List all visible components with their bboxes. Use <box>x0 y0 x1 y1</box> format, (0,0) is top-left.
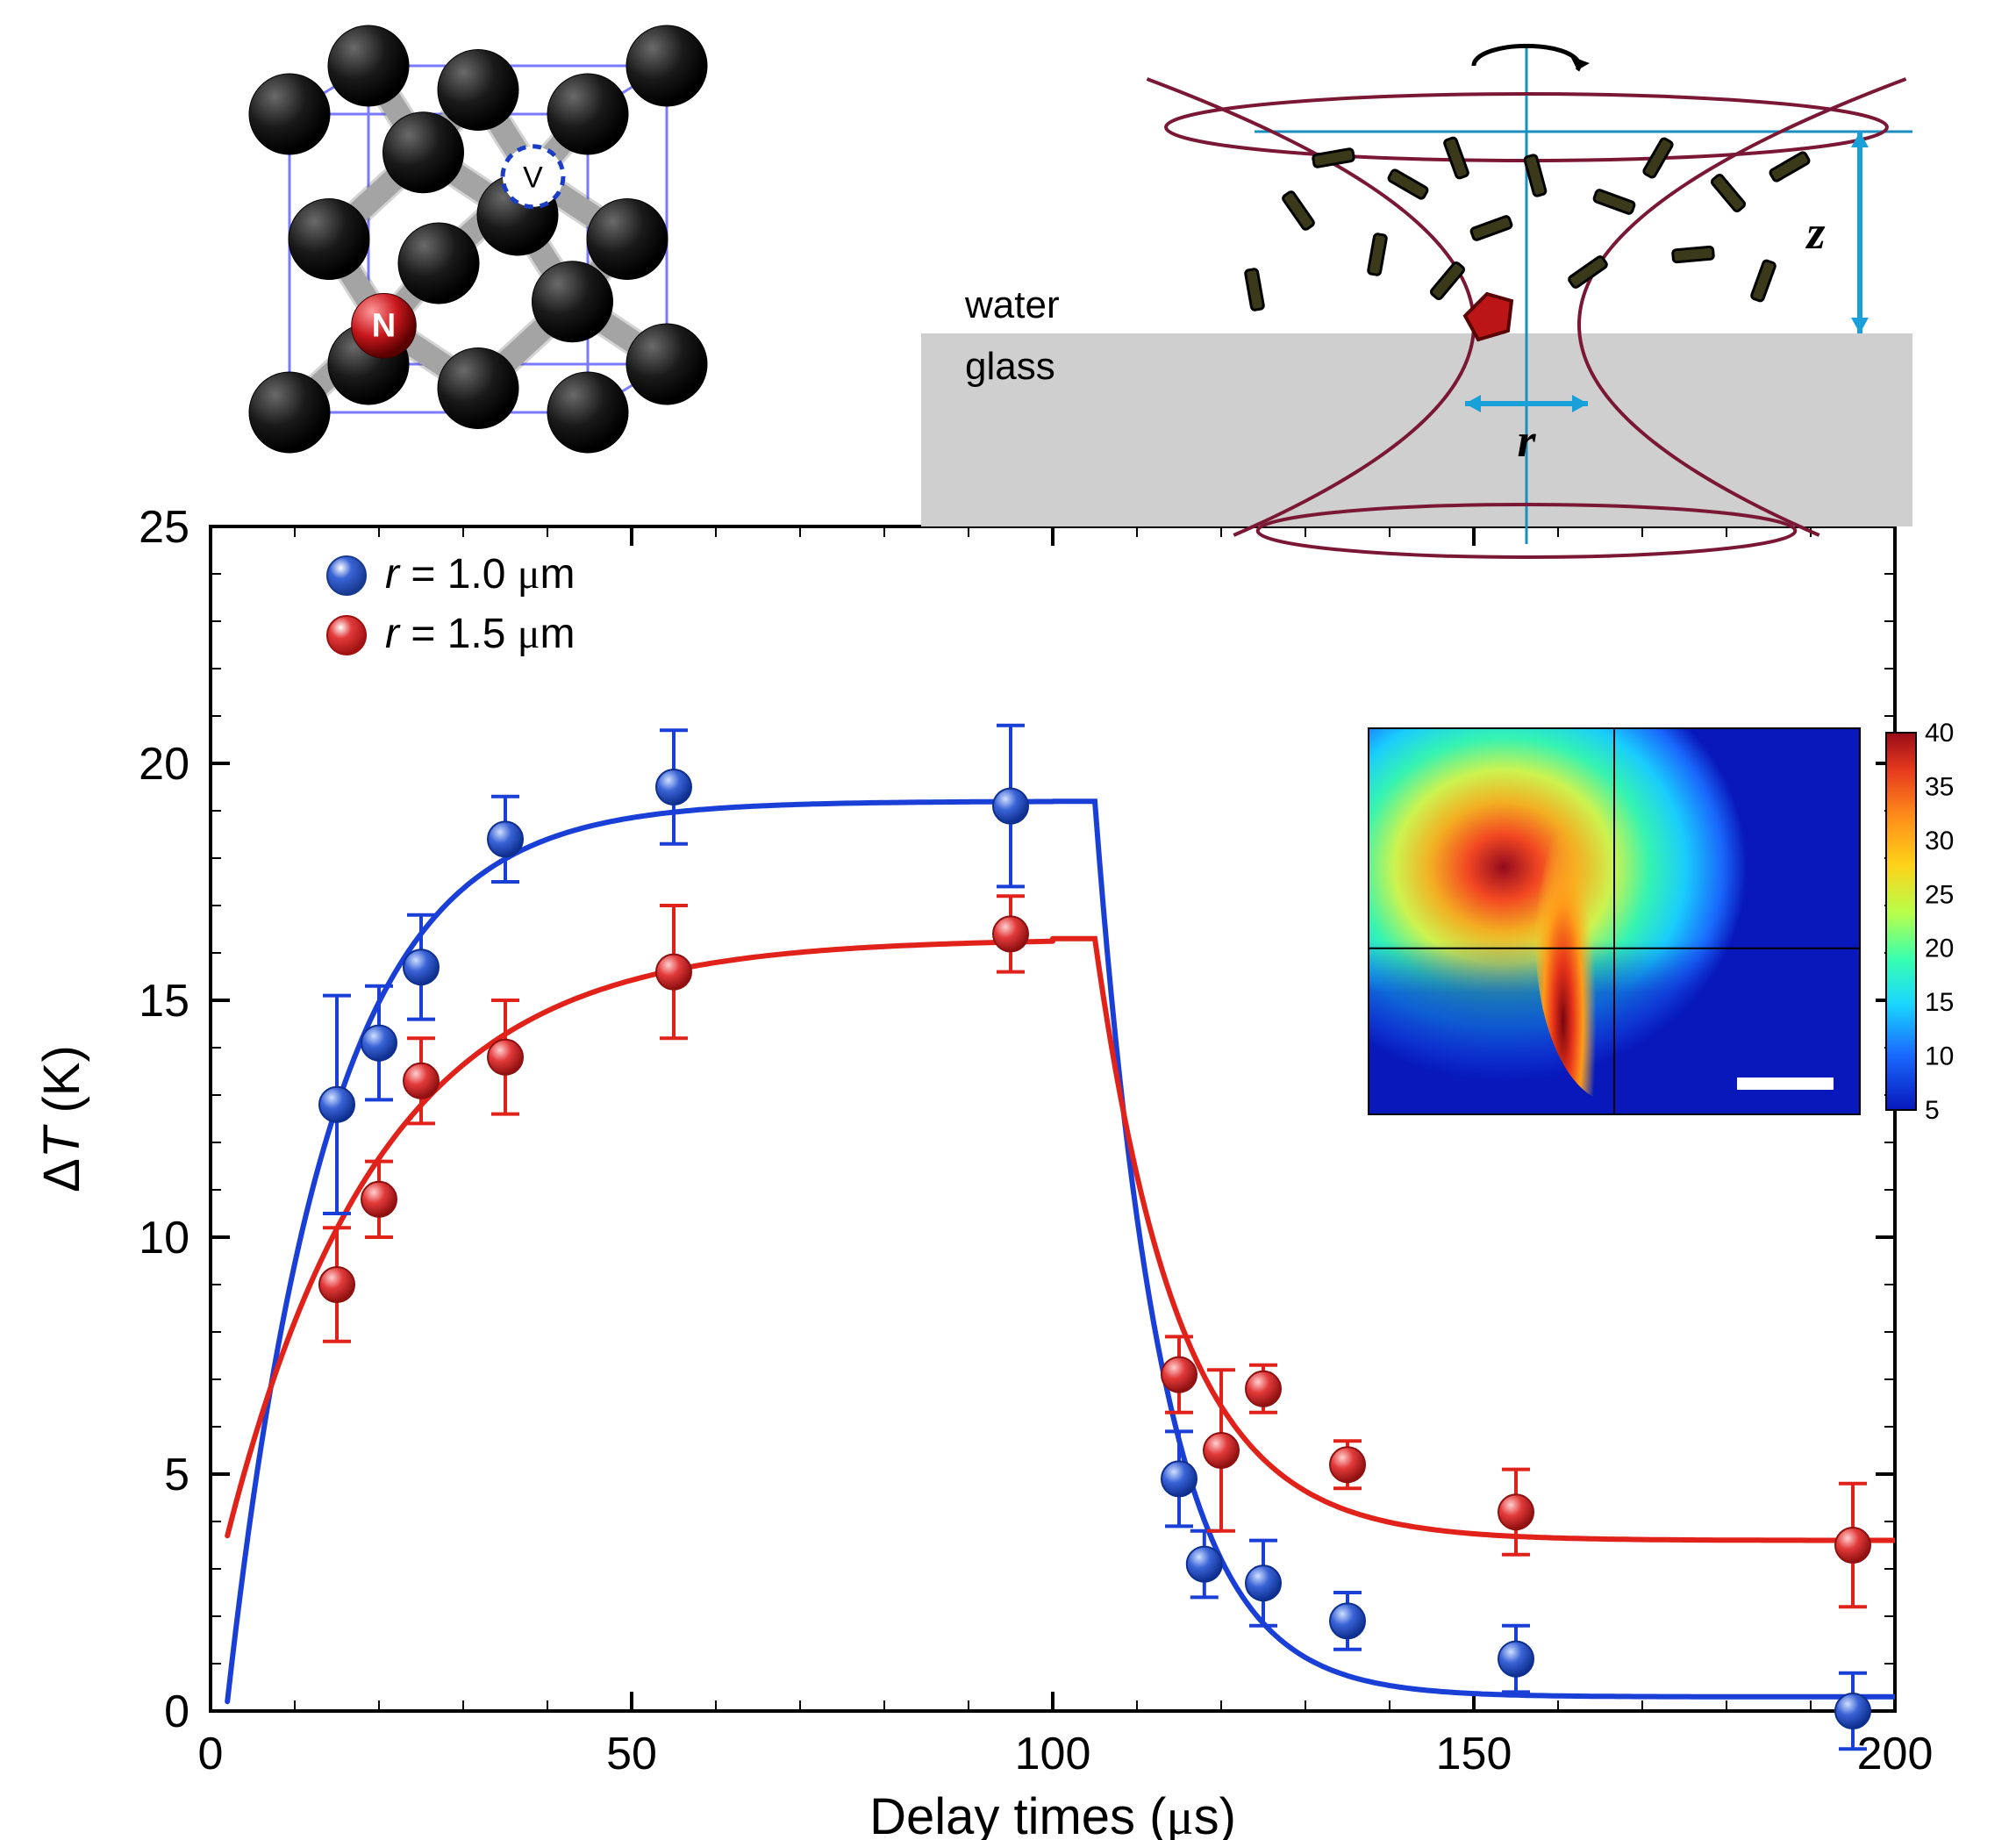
nanorod <box>1711 174 1746 212</box>
data-point <box>1204 1433 1239 1468</box>
y-axis-label: ΔT (K) <box>33 1045 90 1192</box>
carbon-atom <box>547 372 628 453</box>
glass-label: glass <box>965 345 1055 388</box>
colorbar-tick: 15 <box>1925 988 1954 1017</box>
x-tick-label: 0 <box>198 1729 224 1779</box>
carbon-atom <box>438 348 518 429</box>
nanorod <box>1245 268 1264 311</box>
x-tick-label: 200 <box>1857 1729 1934 1779</box>
nanorod <box>1368 233 1387 276</box>
y-tick-label: 20 <box>139 739 189 790</box>
vacancy-label: V <box>523 161 543 194</box>
nanorod <box>1470 216 1512 241</box>
figure-root: 0 50 100 150 200 0 5 10 15 20 25 Delay times (μs) ΔT… <box>0 0 2016 1840</box>
legend-marker <box>327 556 366 595</box>
carbon-atom <box>398 223 479 304</box>
y-tick-label: 5 <box>164 1450 189 1500</box>
carbon-atom <box>249 372 330 453</box>
data-point <box>319 1087 354 1122</box>
carbon-atom <box>533 261 613 342</box>
y-tick-label: 10 <box>139 1213 189 1264</box>
colorbar <box>1886 733 1916 1110</box>
carbon-atom <box>626 324 707 405</box>
nanorod <box>1769 151 1811 182</box>
scalebar <box>1737 1078 1834 1090</box>
data-point <box>1835 1693 1870 1729</box>
carbon-atom <box>438 50 518 131</box>
nanorod <box>1444 137 1469 179</box>
y-tick-label: 0 <box>164 1686 189 1737</box>
data-point <box>488 1040 523 1075</box>
nanorod <box>1388 168 1429 199</box>
data-point <box>993 916 1028 951</box>
data-point <box>1246 1565 1281 1600</box>
main-chart: 0 50 100 150 200 0 5 10 15 20 25 Delay times (μs) ΔT… <box>33 502 1933 1840</box>
data-point <box>1330 1447 1365 1482</box>
x-tick-label: 100 <box>1015 1729 1091 1779</box>
legend: r = 1.0 μm r = 1.5 μm <box>327 551 575 657</box>
x-axis-label: Delay times (μs) <box>869 1788 1236 1840</box>
nanorod <box>1430 261 1465 300</box>
colorbar-tick: 5 <box>1925 1096 1940 1125</box>
legend-marker <box>327 616 366 655</box>
data-point <box>993 789 1028 824</box>
figure-svg: 0 50 100 150 200 0 5 10 15 20 25 Delay times (μs) ΔT… <box>0 0 2016 1840</box>
x-tick-label: 150 <box>1436 1729 1512 1779</box>
water-label: water <box>964 283 1060 326</box>
data-point <box>1162 1461 1197 1496</box>
data-point <box>319 1267 354 1302</box>
r-label: r <box>1517 414 1536 467</box>
data-point <box>488 821 523 856</box>
colorbar-tick: 40 <box>1925 719 1954 748</box>
carbon-atom <box>587 199 668 280</box>
nanorod <box>1672 247 1713 262</box>
crystal-inset: NV <box>249 25 707 453</box>
y-tick-label: 15 <box>139 976 189 1027</box>
carbon-atom <box>249 74 330 154</box>
x-tick-label: 50 <box>606 1729 657 1779</box>
data-point <box>1330 1603 1365 1638</box>
colorbar-tick: 35 <box>1925 772 1954 801</box>
z-label: z <box>1805 206 1825 259</box>
nanorod <box>1282 190 1315 231</box>
nanorod <box>1751 260 1777 302</box>
data-point <box>361 1026 397 1061</box>
legend-label: r = 1.0 μm <box>385 551 575 598</box>
data-point <box>1246 1371 1281 1407</box>
data-point <box>1498 1642 1533 1677</box>
fit-curve <box>227 802 1053 1702</box>
nanorod <box>1312 148 1355 168</box>
data-point <box>404 1063 439 1099</box>
y-tick-label: 25 <box>139 502 189 553</box>
data-point <box>1187 1547 1222 1582</box>
carbon-atom <box>289 199 369 280</box>
colorbar-tick: 10 <box>1925 1042 1954 1071</box>
data-point <box>404 949 439 984</box>
plot-frame <box>211 526 1895 1711</box>
carbon-atom <box>547 74 628 154</box>
data-point <box>1162 1357 1197 1393</box>
carbon-atom <box>383 112 464 193</box>
legend-label: r = 1.5 μm <box>385 611 575 657</box>
fit-curve <box>227 941 1053 1536</box>
colorbar-tick: 20 <box>1925 934 1954 963</box>
schematic-inset: water glass r z <box>921 44 1912 557</box>
nitrogen-label: N <box>372 307 396 344</box>
data-point <box>361 1182 397 1217</box>
heatmap-inset: 40 35 30 25 20 15 10 5 <box>1369 719 1954 1125</box>
carbon-atom <box>328 25 409 106</box>
data-point <box>656 955 691 990</box>
glass-region <box>921 333 1912 526</box>
data-point <box>1835 1528 1870 1563</box>
colorbar-tick: 30 <box>1925 827 1954 856</box>
data-point <box>1498 1494 1533 1529</box>
carbon-atom <box>626 25 707 106</box>
nanorod <box>1593 190 1635 215</box>
colorbar-tick: 25 <box>1925 880 1954 909</box>
data-point <box>656 770 691 805</box>
